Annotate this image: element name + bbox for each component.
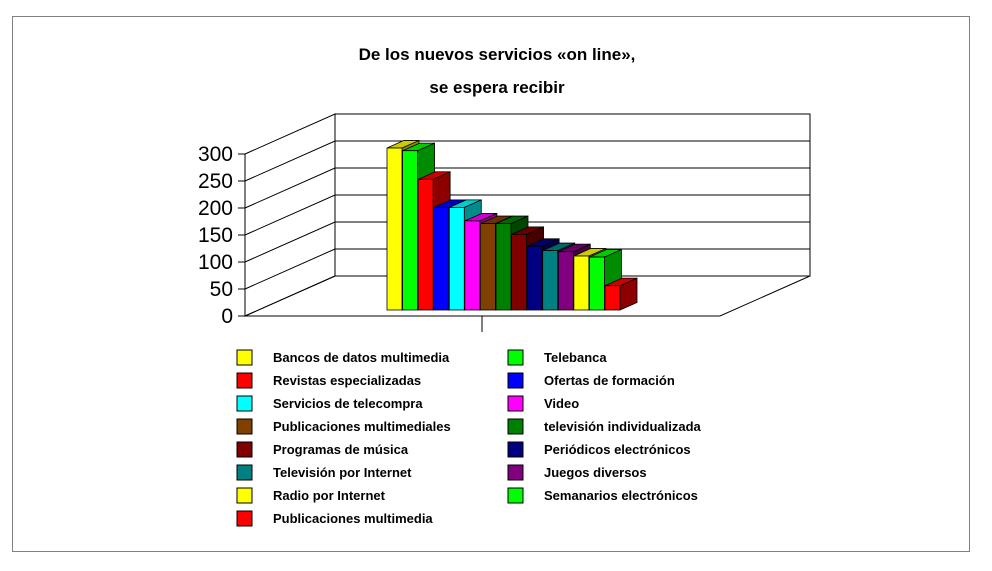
- y-tick-label: 200: [198, 197, 233, 220]
- legend-swatch: [236, 418, 253, 435]
- legend-item: Televisión por Internet: [236, 464, 412, 481]
- legend-swatch: [236, 372, 253, 389]
- legend-label: televisión individualizada: [544, 419, 702, 434]
- legend-swatch: [236, 441, 253, 458]
- legend-label: Semanarios electrónicos: [544, 488, 698, 503]
- chart-bars: [386, 139, 638, 311]
- legend-swatch: [236, 464, 253, 481]
- bar-front-face: [589, 256, 605, 311]
- bar-front-face: [604, 285, 621, 311]
- legend-label: Video: [544, 396, 579, 411]
- legend-item: Semanarios electrónicos: [507, 487, 698, 504]
- legend-label: Ofertas de formación: [544, 373, 675, 388]
- legend-label: Radio por Internet: [273, 488, 386, 503]
- legend-item: Telebanca: [507, 349, 607, 366]
- legend-item: Juegos diversos: [507, 464, 647, 481]
- legend-item: Video: [507, 395, 579, 412]
- gridline: [244, 167, 810, 209]
- legend-swatch: [507, 487, 524, 504]
- gridline: [244, 221, 810, 263]
- bar-front-face: [573, 255, 590, 311]
- bar-front-face: [480, 223, 496, 311]
- bar-front-face: [402, 150, 418, 311]
- gridline: [244, 248, 810, 290]
- bar-front-face: [433, 206, 450, 311]
- chart-axes: 0 50 100 150 200 250 300: [198, 113, 811, 332]
- legend-label: Revistas especializadas: [273, 373, 421, 388]
- floor: [244, 275, 811, 317]
- bar-front-face: [386, 147, 403, 311]
- legend-label: Televisión por Internet: [273, 465, 412, 480]
- legend-item: televisión individualizada: [507, 418, 702, 435]
- chart-title-line-2: se espera recibir: [429, 78, 565, 97]
- chart-title-line-1: De los nuevos servicios «on line»,: [359, 45, 636, 64]
- legend-item: Bancos de datos multimedia: [236, 349, 450, 366]
- legend-item: Ofertas de formación: [507, 372, 675, 389]
- legend-swatch: [507, 418, 524, 435]
- bar-front-face: [542, 250, 559, 311]
- y-tick-label: 0: [221, 305, 233, 328]
- legend-label: Publicaciones multimediales: [273, 419, 451, 434]
- legend-swatch: [507, 441, 524, 458]
- bar-front-face: [417, 178, 434, 311]
- bar-front-face: [448, 206, 465, 311]
- legend-item: Periódicos electrónicos: [507, 441, 691, 458]
- legend-swatch: [236, 487, 253, 504]
- bar-front-face: [464, 220, 481, 311]
- legend-item: Publicaciones multimedia: [236, 510, 433, 527]
- legend-label: Juegos diversos: [544, 465, 647, 480]
- bar-front-face: [526, 245, 543, 311]
- bar-front-face: [495, 223, 512, 311]
- y-tick-label: 100: [198, 251, 233, 274]
- legend-label: Periódicos electrónicos: [544, 442, 691, 457]
- legend-swatch: [236, 349, 253, 366]
- y-tick-label: 150: [198, 224, 233, 247]
- gridline: [244, 140, 810, 182]
- legend-item: Programas de música: [236, 441, 409, 458]
- chart-legend: Bancos de datos multimedia Revistas espec…: [236, 349, 702, 527]
- legend-swatch: [507, 464, 524, 481]
- bar-front-face: [511, 233, 527, 311]
- legend-item: Publicaciones multimediales: [236, 418, 451, 435]
- legend-swatch: [236, 510, 253, 527]
- y-tick-label: 250: [198, 170, 233, 193]
- legend-item: Servicios de telecompra: [236, 395, 423, 412]
- bar-front-face: [557, 251, 574, 311]
- legend-label: Telebanca: [544, 350, 607, 365]
- legend-label: Programas de música: [273, 442, 409, 457]
- legend-item: Revistas especializadas: [236, 372, 421, 389]
- y-tick-label: 50: [210, 278, 233, 301]
- gridline: [244, 194, 810, 236]
- y-tick-label: 300: [198, 143, 233, 166]
- legend-swatch: [507, 349, 524, 366]
- legend-label: Servicios de telecompra: [273, 396, 423, 411]
- bar: [604, 277, 638, 311]
- legend-label: Publicaciones multimedia: [273, 511, 433, 526]
- legend-label: Bancos de datos multimedia: [273, 350, 450, 365]
- legend-swatch: [507, 395, 524, 412]
- legend-item: Radio por Internet: [236, 487, 386, 504]
- legend-swatch: [236, 395, 253, 412]
- legend-swatch: [507, 372, 524, 389]
